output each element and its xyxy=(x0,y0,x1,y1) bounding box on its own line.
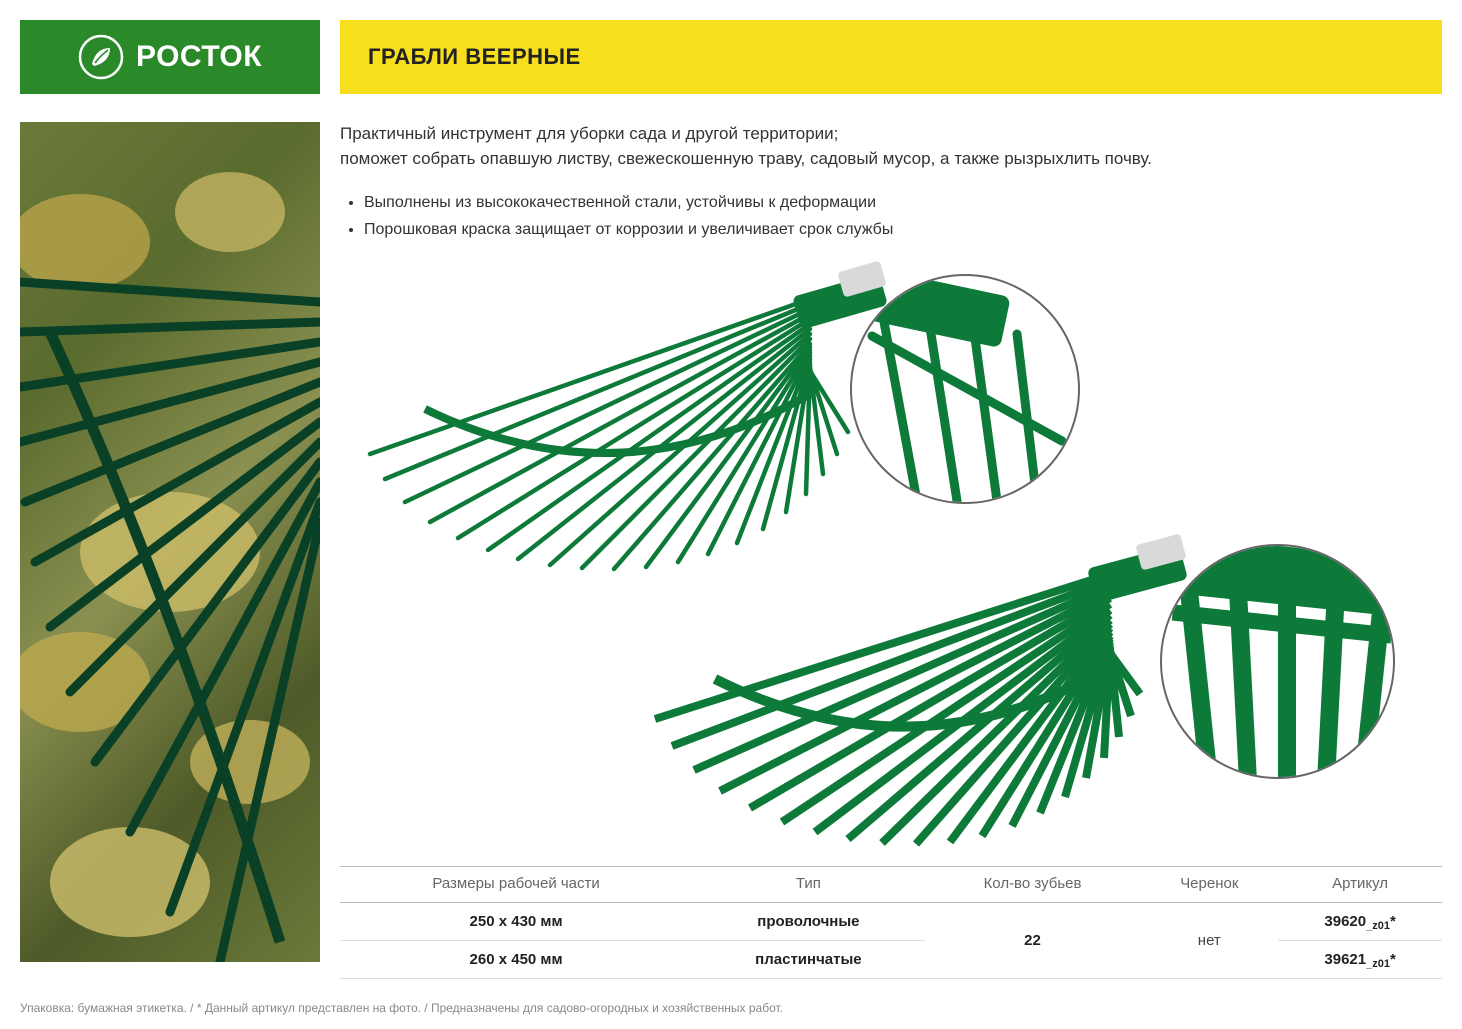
sku-star: * xyxy=(1390,913,1396,930)
feature-list: Выполнены из высококачественной стали, у… xyxy=(340,189,1442,243)
feature-item: Порошковая краска защищает от коррозии и… xyxy=(364,216,1442,243)
sku-sub: _z01 xyxy=(1366,958,1390,970)
cell-type: проволочные xyxy=(692,903,925,941)
cell-type: пластинчатые xyxy=(692,941,925,979)
col-size: Размеры рабочей части xyxy=(340,867,692,903)
col-handle: Черенок xyxy=(1140,867,1278,903)
brand-logo: РОСТОК xyxy=(20,20,320,94)
side-photo-illustration xyxy=(20,122,320,962)
content-row: Практичный инструмент для уборки сада и … xyxy=(20,122,1442,962)
col-teeth: Кол-во зубьев xyxy=(925,867,1141,903)
header-row: РОСТОК ГРАБЛИ ВЕЕРНЫЕ xyxy=(20,20,1442,94)
side-photo xyxy=(20,122,320,962)
sku-main: 39620 xyxy=(1324,913,1366,930)
cell-sku: 39621_z01* xyxy=(1278,941,1442,979)
sku-sub: _z01 xyxy=(1366,920,1390,932)
cell-size: 260 х 450 мм xyxy=(340,941,692,979)
footnote: Упаковка: бумажная этикетка. / * Данный … xyxy=(20,1001,783,1015)
page: РОСТОК ГРАБЛИ ВЕЕРНЫЕ xyxy=(0,0,1462,1029)
table-header-row: Размеры рабочей части Тип Кол-во зубьев … xyxy=(340,867,1442,903)
product-illustrations xyxy=(340,244,1442,962)
title-bar: ГРАБЛИ ВЕЕРНЫЕ xyxy=(340,20,1442,94)
detail-circle-wire xyxy=(850,274,1080,504)
feature-item: Выполнены из высококачественной стали, у… xyxy=(364,189,1442,216)
spec-table: Размеры рабочей части Тип Кол-во зубьев … xyxy=(340,866,1442,979)
cell-sku: 39620_z01* xyxy=(1278,903,1442,941)
cell-size: 250 х 430 мм xyxy=(340,903,692,941)
detail-circle-plate xyxy=(1160,544,1395,779)
table-row: 250 х 430 мм проволочные 22 нет 39620_z0… xyxy=(340,903,1442,941)
intro-line-2: поможет собрать опавшую листву, свежеско… xyxy=(340,149,1152,168)
intro-text: Практичный инструмент для уборки сада и … xyxy=(340,122,1442,171)
spec-table-wrap: Размеры рабочей части Тип Кол-во зубьев … xyxy=(340,866,1442,979)
main-column: Практичный инструмент для уборки сада и … xyxy=(340,122,1442,962)
rake-plate-illustration xyxy=(620,524,1200,864)
cell-teeth: 22 xyxy=(925,903,1141,979)
intro-line-1: Практичный инструмент для уборки сада и … xyxy=(340,124,838,143)
col-sku: Артикул xyxy=(1278,867,1442,903)
sku-star: * xyxy=(1390,951,1396,968)
cell-handle: нет xyxy=(1140,903,1278,979)
leaf-icon xyxy=(78,34,124,80)
page-title: ГРАБЛИ ВЕЕРНЫЕ xyxy=(368,44,581,70)
brand-name: РОСТОК xyxy=(136,40,262,74)
col-type: Тип xyxy=(692,867,925,903)
sku-main: 39621 xyxy=(1324,951,1366,968)
